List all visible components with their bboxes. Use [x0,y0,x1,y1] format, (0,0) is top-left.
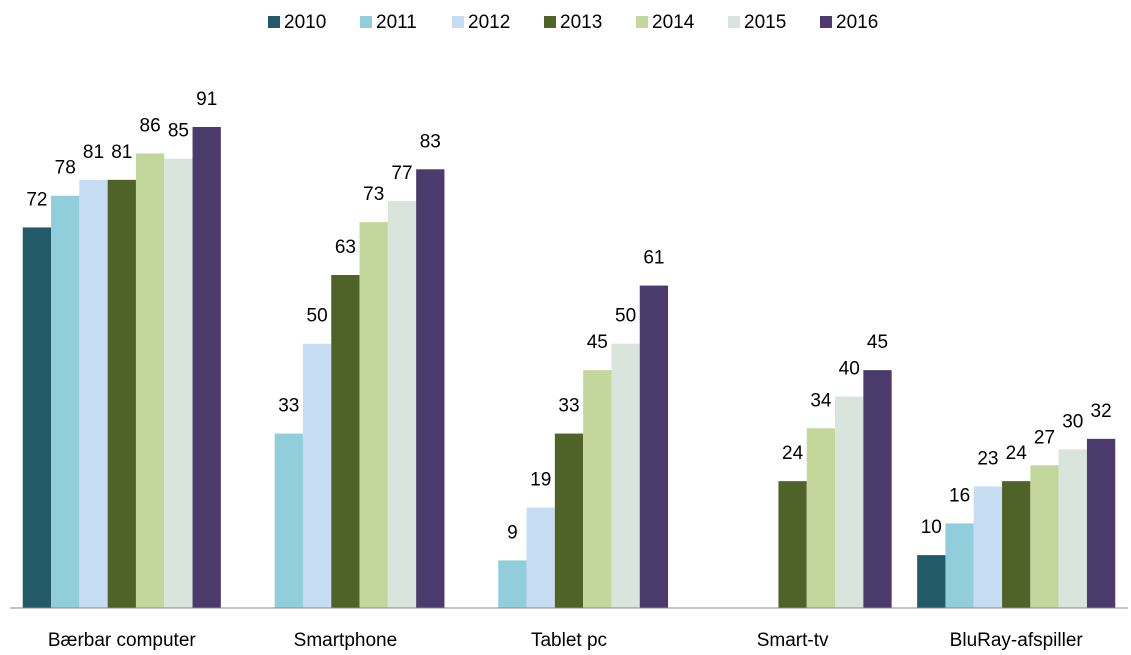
bar [192,127,221,608]
data-label: 77 [391,163,412,184]
data-label: 10 [921,517,942,538]
data-label: 24 [782,443,804,464]
x-tick-label: Smartphone [294,630,398,651]
legend-label: 2013 [560,12,602,33]
data-label: 81 [111,142,132,163]
data-label: 32 [1091,401,1112,422]
legend-label: 2011 [376,12,417,33]
data-label: 86 [140,115,161,136]
legend-swatch [820,16,832,28]
data-label: 72 [26,189,47,210]
data-label: 40 [839,359,860,380]
data-label: 91 [196,89,217,110]
legend-swatch [728,16,740,28]
bar [778,481,807,608]
legend-label: 2010 [284,12,326,33]
bar [274,433,303,608]
bar [945,523,974,608]
bar [554,433,584,608]
legend-swatch [544,16,556,28]
bar [835,396,864,608]
bar [387,201,417,608]
data-label: 73 [363,184,384,205]
legend-swatch [360,16,372,28]
data-label: 9 [507,522,518,543]
data-label: 23 [977,448,998,469]
data-label: 34 [810,390,832,411]
x-tick-label: Tablet pc [531,630,607,651]
legend-swatch [636,16,648,28]
bar [331,275,360,608]
data-label: 83 [420,131,441,152]
data-label: 33 [278,396,299,417]
bar [611,343,640,608]
bar [164,158,193,608]
legend-label: 2012 [468,12,510,33]
data-label: 85 [168,121,189,142]
bar [526,507,555,608]
bar [863,370,892,608]
data-label: 30 [1062,411,1083,432]
bar [79,179,108,608]
data-label: 63 [335,237,356,258]
bar [806,428,836,608]
legend-swatch [268,16,280,28]
data-label: 33 [558,396,579,417]
legend-swatch [452,16,464,28]
bar [583,370,612,608]
bar [135,153,165,608]
bar [973,486,1003,608]
bar [51,195,80,608]
bar [22,227,52,608]
data-label: 24 [1006,443,1028,464]
legend-label: 2014 [652,12,695,33]
data-label: 81 [83,142,104,163]
legend-label: 2015 [744,12,786,33]
data-label: 61 [643,248,664,269]
bar [1030,465,1059,608]
bar [498,560,527,608]
x-tick-label: BluRay-afspiller [950,630,1084,651]
x-tick-label: Smart-tv [757,630,829,651]
bar [416,169,445,609]
data-label: 78 [55,158,76,179]
data-label: 45 [587,332,608,353]
bar [917,555,946,608]
bar [1058,449,1087,608]
bar [302,343,332,608]
data-label: 16 [949,485,970,506]
legend-label: 2016 [836,12,878,33]
bar [1002,481,1031,608]
bar [1086,438,1116,608]
data-label: 27 [1034,427,1055,448]
bar [359,222,388,608]
data-label: 50 [307,306,328,327]
data-label: 50 [615,306,636,327]
bar [107,179,136,608]
x-tick-label: Bærbar computer [48,630,197,651]
bar [639,285,669,608]
data-label: 45 [867,332,888,353]
data-label: 19 [530,470,551,491]
